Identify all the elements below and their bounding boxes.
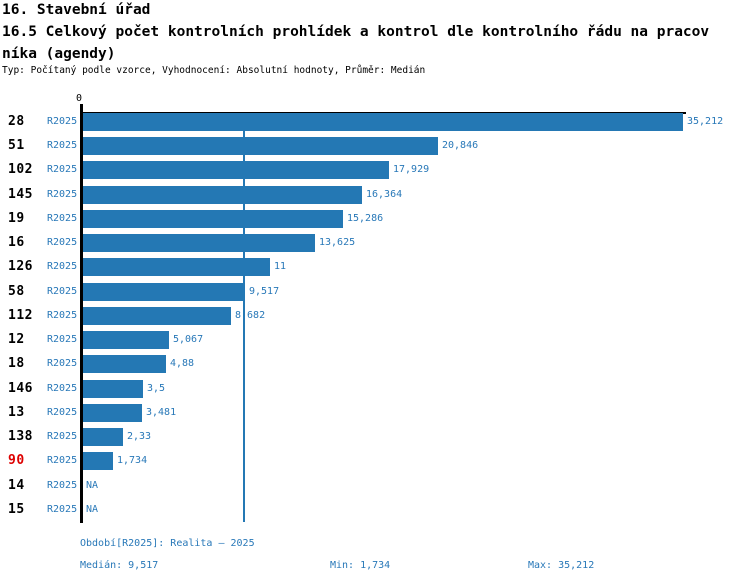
value-bar [83, 428, 123, 446]
row-category-label: 18 [8, 356, 25, 371]
row-series-label: R2025 [47, 455, 78, 466]
footer-median-stat: Medián: 9,517 [80, 560, 159, 571]
value-label: 3,5 [147, 383, 166, 394]
footer-min-stat: Min: 1,734 [330, 560, 391, 571]
row-series-label: R2025 [47, 286, 78, 297]
x-axis-zero-tick-label: 0 [76, 93, 83, 104]
footer-period-label: Období[R2025]: Realita – 2025 [80, 538, 255, 549]
chart-row: 12 R2025 5,067 [0, 331, 750, 349]
row-series-label: R2025 [47, 383, 78, 394]
row-series-label: R2025 [47, 261, 78, 272]
row-series-label: R2025 [47, 334, 78, 345]
row-series-label: R2025 [47, 140, 78, 151]
value-label: NA [86, 480, 99, 491]
row-category-label: 90 [8, 453, 25, 468]
row-series-label: R2025 [47, 431, 78, 442]
chart-row: 145 R2025 16,364 [0, 186, 750, 204]
chart-title-line2: níka (agendy) [2, 46, 116, 62]
row-category-label: 145 [8, 187, 33, 202]
value-bar [83, 186, 362, 204]
row-category-label: 112 [8, 308, 33, 323]
y-axis-line [80, 104, 83, 523]
value-label: 3,481 [146, 407, 177, 418]
chart-row: 138 R2025 2,33 [0, 428, 750, 446]
value-bar [83, 307, 231, 325]
value-label: 8,682 [235, 310, 266, 321]
row-series-label: R2025 [47, 480, 78, 491]
row-category-label: 138 [8, 429, 33, 444]
row-category-label: 12 [8, 332, 25, 347]
chart-row: 90 R2025 1,734 [0, 452, 750, 470]
chart-subtitle: Typ: Počítaný podle vzorce, Vyhodnocení:… [2, 65, 426, 76]
value-label: 20,846 [442, 140, 479, 151]
chart-row: 58 R2025 9,517 [0, 283, 750, 301]
chart-row: 28 R2025 35,212 [0, 113, 750, 131]
value-bar [83, 404, 142, 422]
value-label: 35,212 [687, 116, 724, 127]
value-bar [83, 380, 143, 398]
chart-row: 18 R2025 4,88 [0, 355, 750, 373]
footer-max-stat: Max: 35,212 [528, 560, 595, 571]
value-bar [83, 355, 166, 373]
value-label: 9,517 [249, 286, 280, 297]
row-series-label: R2025 [47, 164, 78, 175]
row-category-label: 15 [8, 502, 25, 517]
chart-row: 15 R2025 NA [0, 501, 750, 519]
chart-row: 16 R2025 13,625 [0, 234, 750, 252]
value-bar [83, 161, 389, 179]
value-label: 2,33 [127, 431, 152, 442]
value-bar [83, 258, 270, 276]
chart-row: 13 R2025 3,481 [0, 404, 750, 422]
value-bar [83, 283, 245, 301]
chart-row: 102 R2025 17,929 [0, 161, 750, 179]
row-category-label: 16 [8, 235, 25, 250]
row-category-label: 14 [8, 478, 25, 493]
row-series-label: R2025 [47, 358, 78, 369]
row-series-label: R2025 [47, 310, 78, 321]
value-label: NA [86, 504, 99, 515]
value-bar [83, 137, 438, 155]
median-gridline [243, 114, 245, 522]
value-bar [83, 210, 343, 228]
chart-row: 126 R2025 11 [0, 258, 750, 276]
row-category-label: 102 [8, 162, 33, 177]
row-series-label: R2025 [47, 189, 78, 200]
value-label: 13,625 [319, 237, 356, 248]
chart-row: 19 R2025 15,286 [0, 210, 750, 228]
value-label: 5,067 [173, 334, 204, 345]
chart-row: 51 R2025 20,846 [0, 137, 750, 155]
value-bar [83, 234, 315, 252]
value-bar [83, 331, 169, 349]
row-category-label: 51 [8, 138, 25, 153]
row-category-label: 58 [8, 284, 25, 299]
chart-title-line1: 16.5 Celkový počet kontrolních prohlídek… [2, 24, 710, 40]
row-category-label: 19 [8, 211, 25, 226]
row-series-label: R2025 [47, 237, 78, 248]
row-series-label: R2025 [47, 407, 78, 418]
chart-row: 14 R2025 NA [0, 477, 750, 495]
chart-row: 146 R2025 3,5 [0, 380, 750, 398]
row-category-label: 28 [8, 114, 25, 129]
row-category-label: 126 [8, 259, 33, 274]
value-label: 17,929 [393, 164, 430, 175]
value-bar [83, 113, 683, 131]
value-bar [83, 452, 113, 470]
row-category-label: 146 [8, 381, 33, 396]
row-category-label: 13 [8, 405, 25, 420]
value-label: 4,88 [170, 358, 195, 369]
row-series-label: R2025 [47, 213, 78, 224]
chart-row: 112 R2025 8,682 [0, 307, 750, 325]
value-label: 1,734 [117, 455, 148, 466]
section-title: 16. Stavební úřad [2, 2, 151, 18]
row-series-label: R2025 [47, 504, 78, 515]
row-series-label: R2025 [47, 116, 78, 127]
value-label: 11 [274, 261, 287, 272]
value-label: 15,286 [347, 213, 384, 224]
value-label: 16,364 [366, 189, 403, 200]
